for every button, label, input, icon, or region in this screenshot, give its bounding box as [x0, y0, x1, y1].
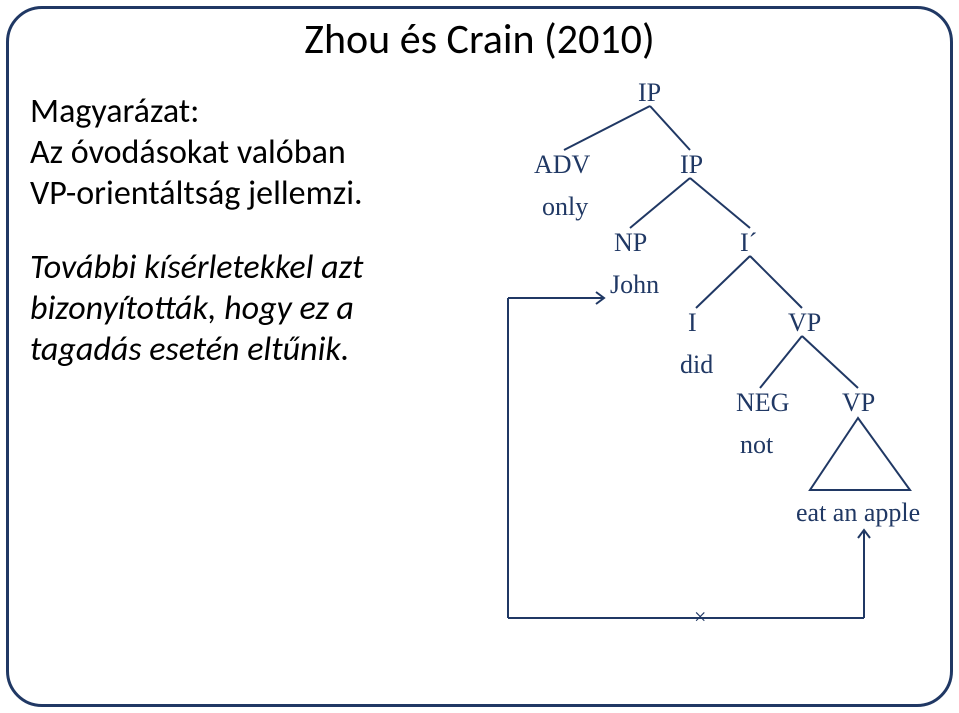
para1-line2: Az óvodásokat valóban — [30, 133, 450, 174]
node-only: only — [542, 192, 588, 222]
node-neg: NEG — [736, 388, 789, 418]
node-np: NP — [614, 228, 647, 258]
movement-cross: × — [694, 604, 706, 630]
para1-line1: Magyarázat: — [30, 92, 450, 133]
node-eat: eat an apple — [796, 498, 920, 528]
node-vp1: VP — [788, 308, 821, 338]
node-ip1: IP — [638, 78, 661, 108]
syntax-tree: IP ADV only IP NP John I´ I did VP NEG n… — [470, 78, 940, 678]
node-vp2: VP — [842, 388, 875, 418]
node-john: John — [610, 270, 659, 300]
node-ip2: IP — [680, 150, 703, 180]
body-text: Magyarázat: Az óvodásokat valóban VP-ori… — [30, 92, 450, 371]
node-adv: ADV — [534, 150, 590, 180]
node-i: I — [688, 308, 697, 338]
node-ibar: I´ — [740, 228, 757, 258]
para2-line1: További kísérletekkel azt — [30, 248, 450, 289]
slide-title: Zhou és Crain (2010) — [0, 14, 959, 65]
slide-frame: Zhou és Crain (2010) Magyarázat: Az óvod… — [0, 0, 959, 713]
para2-line2: bizonyították, hogy ez a — [30, 289, 450, 330]
para1-line3: VP-orientáltság jellemzi. — [30, 174, 450, 215]
node-did: did — [680, 350, 713, 380]
node-not: not — [740, 430, 773, 460]
para2-line3: tagadás esetén eltűnik. — [30, 330, 450, 371]
